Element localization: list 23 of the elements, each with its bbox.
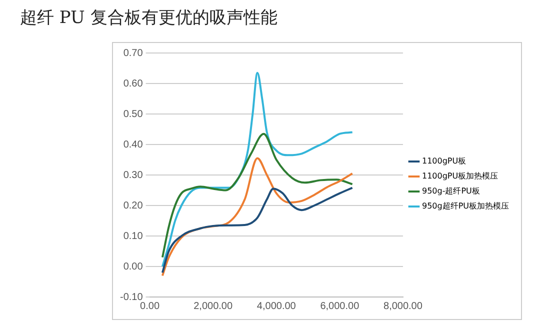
line-series: [161, 157, 354, 277]
legend-label: 950g超纤PU板加热模压: [422, 202, 510, 211]
chart-title: 超纤 PU 复合板有更优的吸声性能: [20, 7, 278, 29]
line-series: [161, 186, 354, 274]
legend-label: 1100gPU板: [422, 156, 466, 166]
x-tick-label: 8,000.00: [384, 300, 423, 312]
legend-label: 950g-超纤PU板: [422, 186, 480, 196]
y-tick-label: 0.30: [123, 170, 144, 181]
line-series: [161, 72, 354, 268]
y-tick-label: 0.70: [123, 48, 144, 59]
legend-label: 1100gPU板加热模压: [422, 172, 498, 181]
x-tick-label: 0.00: [140, 300, 160, 312]
y-tick-label: 0.60: [123, 78, 144, 90]
y-tick-label: 0.00: [123, 261, 144, 272]
line-series: [161, 132, 354, 258]
y-tick-label: 0.20: [123, 200, 144, 212]
x-tick-label: 6,000.00: [320, 300, 360, 312]
y-tick-label: 0.10: [123, 230, 144, 242]
x-tick-label: 2,000.00: [194, 300, 233, 312]
y-tick-label: -0.10: [120, 292, 144, 303]
y-tick-label: 0.50: [123, 108, 144, 120]
y-tick-label: 0.40: [123, 139, 144, 150]
x-tick-label: 4,000.00: [256, 300, 296, 312]
